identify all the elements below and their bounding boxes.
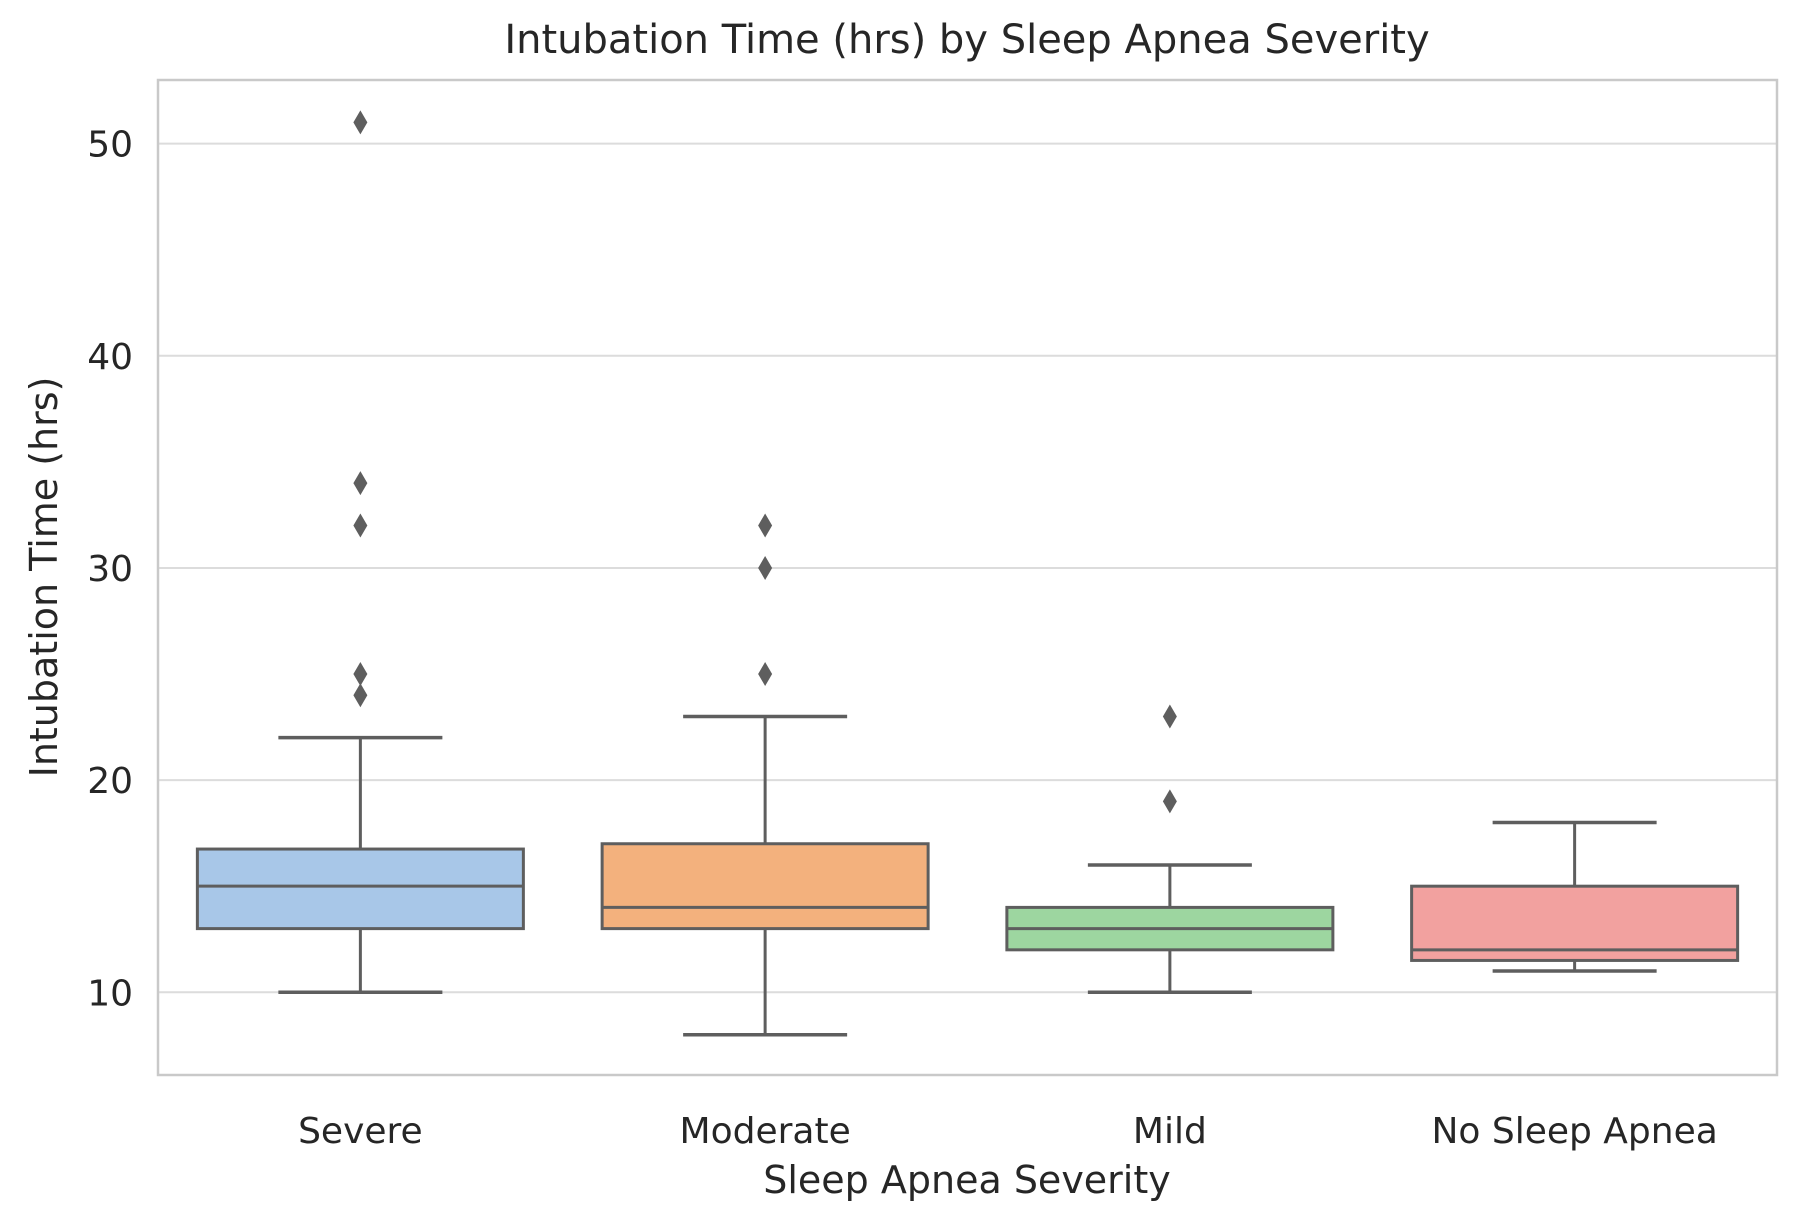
outlier-diamond-severe-34 [353,471,368,496]
x-category-label-no-sleep-apnea: No Sleep Apnea [1431,1111,1717,1152]
outlier-diamond-moderate-30 [758,555,773,580]
chart-title: Intubation Time (hrs) by Sleep Apnea Sev… [504,17,1430,63]
x-axis-label: Sleep Apnea Severity [763,1158,1171,1202]
outlier-diamond-severe-51 [353,110,368,135]
outlier-diamond-moderate-32 [758,513,773,538]
x-category-label-severe: Severe [298,1111,423,1152]
y-tick-label-10: 10 [87,973,133,1014]
outlier-diamond-severe-24 [353,683,368,708]
box-severe [195,847,525,931]
outlier-diamond-severe-32 [353,513,368,538]
outlier-diamond-severe-25 [353,662,368,687]
y-tick-label-20: 20 [87,761,133,802]
x-category-label-moderate: Moderate [680,1111,851,1152]
y-axis-label: Intubation Time (hrs) [22,376,66,778]
outlier-diamond-mild-19 [1162,789,1177,814]
outlier-diamond-moderate-25 [758,662,773,687]
x-category-label-mild: Mild [1133,1111,1207,1152]
box-no-sleep-apnea [1410,884,1740,962]
y-tick-label-50: 50 [87,125,133,166]
outlier-diamond-mild-23 [1162,704,1177,729]
y-tick-label-40: 40 [87,337,133,378]
y-tick-label-30: 30 [87,549,133,590]
plot-border [156,78,1779,1077]
box-moderate [600,842,930,931]
